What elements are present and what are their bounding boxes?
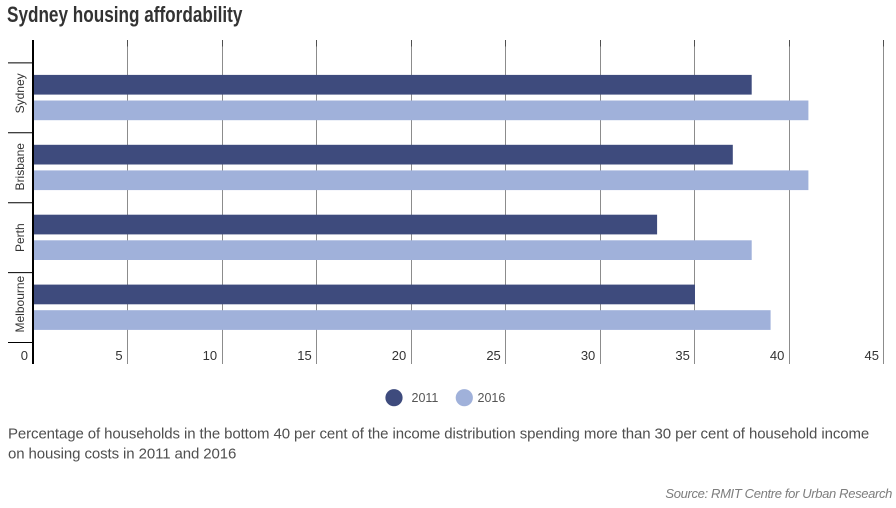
svg-text:15: 15	[297, 348, 311, 363]
svg-text:35: 35	[675, 348, 689, 363]
svg-text:0: 0	[21, 348, 28, 363]
svg-text:Sydney: Sydney	[13, 73, 27, 113]
svg-text:2016: 2016	[478, 391, 506, 405]
svg-text:2011: 2011	[412, 391, 439, 405]
svg-text:Melbourne: Melbourne	[13, 275, 27, 332]
svg-text:40: 40	[770, 348, 784, 363]
svg-text:30: 30	[581, 348, 595, 363]
svg-text:10: 10	[203, 348, 217, 363]
svg-text:Perth: Perth	[13, 223, 27, 252]
svg-text:20: 20	[392, 348, 406, 363]
svg-text:Source: RMIT Centre for Urban: Source: RMIT Centre for Urban Research	[665, 486, 892, 501]
svg-text:45: 45	[865, 348, 879, 363]
svg-text:Sydney housing affordability: Sydney housing affordability	[7, 3, 242, 28]
svg-text:Brisbane: Brisbane	[13, 143, 27, 191]
svg-text:on housing costs in 2011 and 2: on housing costs in 2011 and 2016	[8, 445, 236, 462]
svg-text:Percentage of households in th: Percentage of households in the bottom 4…	[8, 426, 869, 443]
svg-text:5: 5	[115, 348, 122, 363]
svg-text:25: 25	[486, 348, 500, 363]
